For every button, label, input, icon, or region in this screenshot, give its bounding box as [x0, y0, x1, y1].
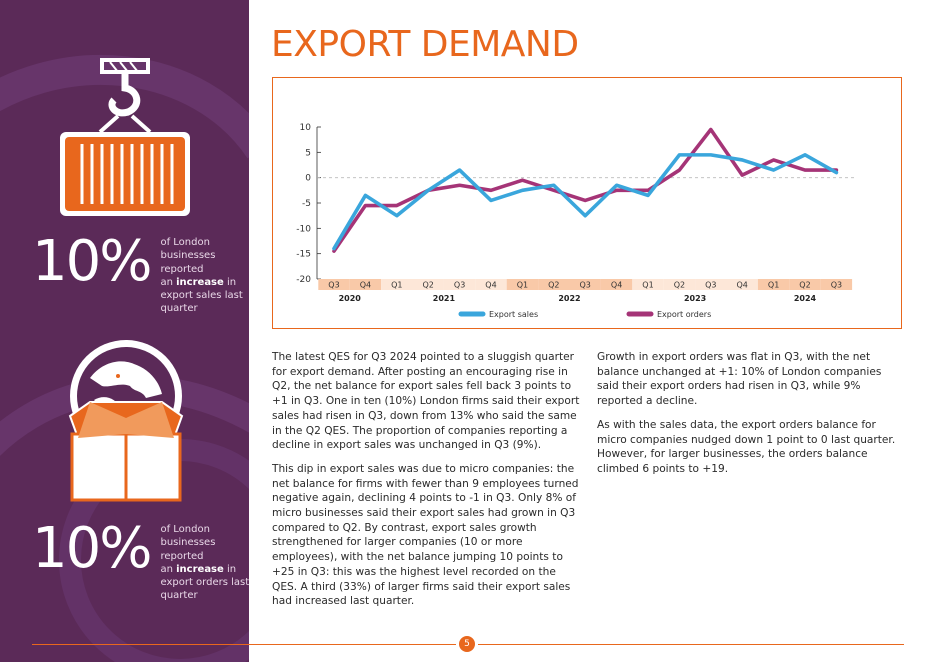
export-orders-stat-description: of London businesses reported an increas… — [160, 523, 249, 603]
year-label: 2020 — [339, 294, 362, 303]
x-tick-label: Q1 — [768, 281, 779, 290]
x-tick-label: Q4 — [737, 281, 748, 290]
export-chart: 10 5 0 -5 -10 -15 -20 2020 2021 2022 2023 2024 Q3 Q4 Q… — [272, 77, 902, 329]
body-paragraph: The latest QES for Q3 2024 pointed to a … — [272, 351, 580, 452]
y-tick-label: -20 — [296, 275, 311, 285]
stat1-line4: export sales last — [160, 290, 243, 302]
body-paragraph: Growth in export orders was flat in Q3, … — [597, 351, 882, 408]
stat1-line5: quarter — [160, 303, 198, 315]
y-tick-label: 0 — [305, 174, 311, 184]
x-tick-label: Q1 — [642, 281, 653, 290]
quarter-band-cell — [569, 279, 601, 290]
quarter-band-cell — [695, 279, 727, 290]
shipping-container-icon — [60, 58, 190, 216]
x-tick-label: Q3 — [580, 281, 591, 290]
year-label: 2022 — [558, 294, 580, 303]
page-number: 5 — [459, 636, 475, 652]
export-sales-stat: 10% of London businesses reported an inc… — [32, 234, 249, 316]
year-label: 2023 — [684, 294, 706, 303]
body-column-right: Growth in export orders was flat in Q3, … — [597, 350, 905, 486]
quarter-band-cell — [443, 279, 476, 290]
globe-box-icon — [68, 340, 184, 502]
stat2-line4: export orders last — [160, 577, 249, 589]
quarter-band-cell — [789, 279, 821, 290]
legend-label-export-sales: Export sales — [489, 310, 538, 319]
stat1-line2: businesses reported — [160, 250, 216, 275]
quarter-band-cell — [820, 279, 853, 290]
year-label: 2021 — [433, 294, 456, 303]
quarter-band-cell — [600, 279, 633, 290]
export-orders-stat: 10% of London businesses reported an inc… — [32, 521, 249, 603]
footer-divider-right — [478, 644, 904, 645]
quarter-band-cell — [632, 279, 664, 290]
quarter-band-cell — [538, 279, 570, 290]
quarter-band-cell — [663, 279, 696, 290]
export-sales-line — [332, 153, 839, 251]
export-chart-svg: 10 5 0 -5 -10 -15 -20 2020 2021 2022 2023 2024 Q3 Q4 Q… — [296, 123, 857, 319]
y-tick-label: -10 — [296, 224, 311, 234]
export-sales-stat-value: 10% — [32, 229, 152, 294]
stat2-line1: of London — [160, 524, 210, 535]
body-paragraph: This dip in export sales was due to micr… — [272, 462, 579, 608]
stat1-line3: an increase in — [160, 276, 237, 288]
x-tick-label: Q2 — [423, 281, 434, 290]
x-tick-label: Q2 — [799, 281, 810, 290]
export-orders-stat-value: 10% — [32, 516, 152, 581]
y-tick-label: 5 — [305, 148, 311, 158]
x-tick-label: Q4 — [360, 281, 371, 290]
stat2-line2: businesses reported — [160, 537, 216, 562]
x-tick-label: Q2 — [548, 281, 559, 290]
x-tick-label: Q3 — [328, 281, 339, 290]
footer-divider-left — [32, 644, 456, 645]
quarter-band-cell — [475, 279, 507, 290]
quarter-band-cell — [506, 279, 539, 290]
quarter-band-cell — [381, 279, 413, 290]
sidebar-panel: 10% of London businesses reported an inc… — [0, 0, 249, 662]
y-tick-label: 10 — [300, 123, 312, 133]
stat2-line3: an increase in — [160, 563, 237, 575]
stat1-line1: of London — [160, 237, 210, 248]
page-title: EXPORT DEMAND — [271, 24, 579, 65]
x-tick-label: Q3 — [705, 281, 716, 290]
x-tick-label: Q2 — [674, 281, 685, 290]
x-tick-label: Q4 — [485, 281, 496, 290]
quarter-band-cell — [318, 279, 350, 290]
x-tick-label: Q1 — [391, 281, 402, 290]
quarter-band-cell — [349, 279, 382, 290]
legend-label-export-orders: Export orders — [657, 310, 711, 319]
body-paragraph: As with the sales data, the export order… — [597, 418, 896, 475]
quarter-band-cell — [412, 279, 444, 290]
y-tick-label: -15 — [296, 250, 311, 260]
year-label: 2024 — [794, 294, 817, 303]
x-tick-label: Q3 — [831, 281, 842, 290]
export-sales-stat-description: of London businesses reported an increas… — [160, 236, 249, 316]
body-column-left: The latest QES for Q3 2024 pointed to a … — [272, 350, 580, 618]
quarter-band-cell — [757, 279, 790, 290]
x-tick-label: Q3 — [454, 281, 465, 290]
x-tick-label: Q4 — [611, 281, 622, 290]
stat2-line5: quarter — [160, 590, 198, 602]
x-tick-label: Q1 — [517, 281, 528, 290]
y-tick-label: -5 — [302, 199, 311, 209]
quarter-band-cell — [726, 279, 758, 290]
export-orders-line — [332, 127, 839, 253]
